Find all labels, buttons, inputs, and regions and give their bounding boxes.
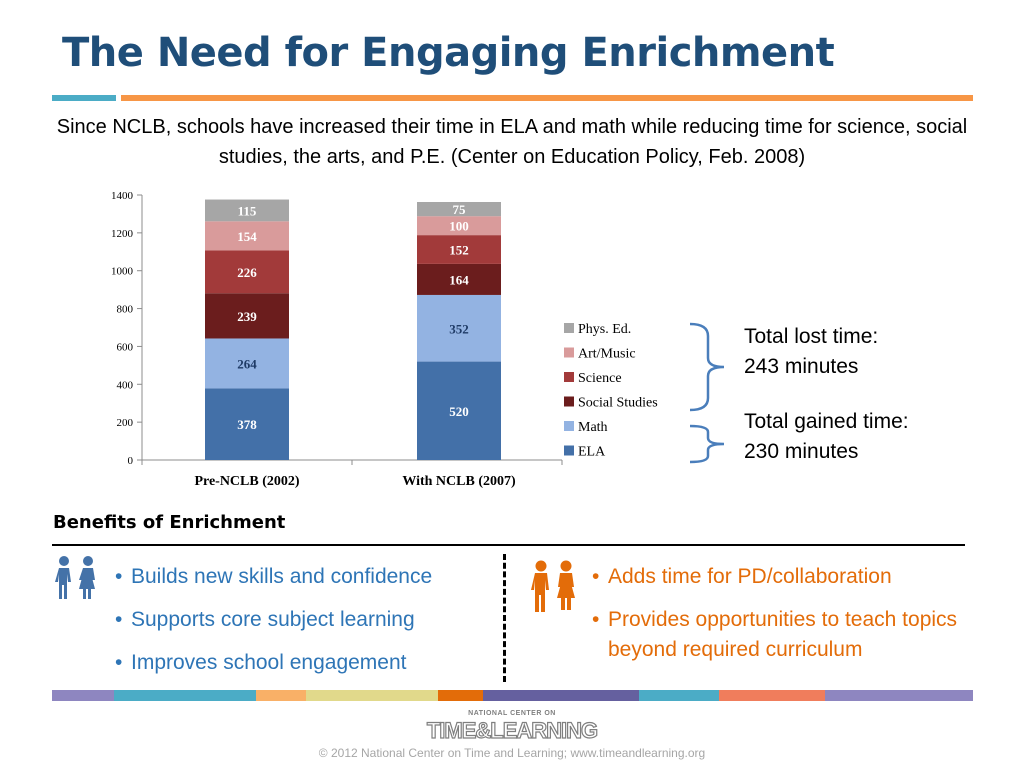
slide-title: The Need for Engaging Enrichment bbox=[62, 30, 835, 76]
footer-stripe-segment bbox=[825, 690, 973, 701]
footer-stripe-segment bbox=[306, 690, 438, 701]
y-tick-label: 1400 bbox=[111, 190, 134, 202]
bar-segment bbox=[205, 199, 289, 222]
list-item: Improves school engagement bbox=[115, 648, 432, 678]
bar-data-label: 352 bbox=[449, 321, 469, 336]
lost-time-note: Total lost time: 243 minutes bbox=[744, 322, 878, 382]
legend-swatch bbox=[564, 445, 574, 456]
logo-line-2: TIME&LEARNING bbox=[427, 718, 597, 743]
bar-segment bbox=[205, 221, 289, 251]
title-rule bbox=[121, 95, 973, 101]
list-item: Supports core subject learning bbox=[115, 605, 432, 635]
bar-segment bbox=[417, 235, 501, 264]
y-tick-label: 800 bbox=[117, 304, 134, 316]
legend-label: Phys. Ed. bbox=[578, 322, 631, 337]
bar-data-label: 164 bbox=[449, 272, 469, 287]
bar-segment bbox=[417, 216, 501, 236]
bar-segment bbox=[205, 338, 289, 389]
bar-segment bbox=[205, 293, 289, 339]
gained-time-label: Total gained time: bbox=[744, 410, 909, 433]
footer-stripe-segment bbox=[52, 690, 114, 701]
students-icon bbox=[55, 556, 95, 599]
slide-subtitle: Since NCLB, schools have increased their… bbox=[56, 116, 968, 168]
gained-time-value: 230 minutes bbox=[744, 440, 859, 463]
bar-data-label: 75 bbox=[453, 202, 467, 217]
benefits-divider bbox=[52, 544, 965, 546]
bar-segment bbox=[417, 202, 501, 217]
footer-stripe-segment bbox=[483, 690, 639, 701]
benefits-heading: Benefits of Enrichment bbox=[53, 512, 286, 533]
y-tick-label: 600 bbox=[117, 341, 134, 353]
y-tick-label: 400 bbox=[117, 379, 134, 391]
y-tick-label: 200 bbox=[117, 417, 134, 429]
column-divider bbox=[503, 554, 506, 682]
lost-time-brace-icon bbox=[689, 322, 725, 412]
legend-label: ELA bbox=[578, 445, 606, 460]
legend-swatch bbox=[564, 347, 574, 358]
legend-swatch bbox=[564, 372, 574, 382]
ncotl-logo: NATIONAL CENTER ON TIME&LEARNING bbox=[426, 710, 599, 744]
lost-time-brace bbox=[689, 322, 725, 412]
footer-stripe-segment bbox=[719, 690, 825, 701]
gained-time-brace bbox=[689, 424, 725, 464]
x-tick-label: With NCLB (2007) bbox=[402, 474, 516, 489]
legend-swatch bbox=[564, 323, 574, 333]
y-tick-label: 0 bbox=[128, 455, 134, 467]
copyright-text: © 2012 National Center on Time and Learn… bbox=[318, 746, 706, 760]
list-item: Builds new skills and confidence bbox=[115, 562, 432, 592]
list-item: Adds time for PD/collaboration bbox=[592, 562, 980, 592]
legend-label: Science bbox=[578, 371, 622, 386]
legend-label: Math bbox=[578, 420, 608, 435]
gained-time-brace-icon bbox=[689, 424, 725, 464]
footer-stripe-segment bbox=[256, 690, 306, 701]
y-tick-label: 1200 bbox=[111, 228, 134, 240]
title-rule-accent bbox=[52, 95, 116, 101]
bar-segment bbox=[205, 250, 289, 294]
bar-segment bbox=[417, 361, 501, 460]
bar-segment bbox=[205, 388, 289, 460]
gained-time-note: Total gained time: 230 minutes bbox=[744, 407, 909, 467]
bar-data-label: 154 bbox=[237, 229, 257, 244]
legend-swatch bbox=[564, 421, 574, 431]
footer-stripe-segment bbox=[639, 690, 719, 701]
footer-stripe-segment bbox=[114, 690, 256, 701]
logo-line-1: NATIONAL CENTER ON bbox=[468, 710, 556, 717]
teachers-icon bbox=[531, 560, 575, 612]
footer-stripe-segment bbox=[438, 690, 483, 701]
bar-segment bbox=[417, 263, 501, 295]
bar-data-label: 115 bbox=[238, 203, 257, 218]
teacher-benefits-list: Adds time for PD/collaboration Provides … bbox=[592, 562, 980, 665]
list-item: Provides opportunities to teach topics b… bbox=[592, 605, 980, 665]
footer-stripe bbox=[52, 690, 973, 701]
bar-segment bbox=[417, 294, 501, 362]
legend-swatch bbox=[564, 396, 574, 407]
legend-label: Art/Music bbox=[578, 347, 636, 362]
lost-time-label: Total lost time: bbox=[744, 325, 879, 348]
bar-data-label: 226 bbox=[237, 265, 257, 280]
bar-data-label: 520 bbox=[449, 404, 469, 419]
bar-data-label: 378 bbox=[237, 417, 257, 432]
x-tick-label: Pre-NCLB (2002) bbox=[194, 474, 299, 489]
stacked-bar-chart: 0 200 400 600 800 1000 1200 1400 378 264 239 226 154… bbox=[92, 185, 672, 490]
chart-svg: 0 200 400 600 800 1000 1200 1400 378 264 239 226 154… bbox=[111, 190, 658, 489]
student-benefits-list: Builds new skills and confidence Support… bbox=[115, 562, 432, 691]
bar-data-label: 264 bbox=[237, 356, 257, 371]
lost-time-value: 243 minutes bbox=[744, 355, 859, 378]
legend-label: Social Studies bbox=[578, 396, 658, 411]
bar-data-label: 100 bbox=[449, 219, 469, 234]
bar-data-label: 152 bbox=[449, 243, 469, 258]
y-tick-label: 1000 bbox=[111, 266, 134, 278]
bar-data-label: 239 bbox=[237, 309, 257, 324]
